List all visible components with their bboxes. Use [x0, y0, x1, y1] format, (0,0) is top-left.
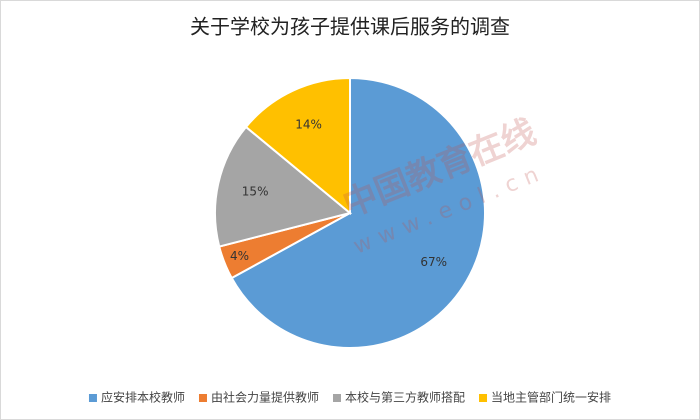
pie-slice	[214, 125, 353, 248]
legend-marker	[479, 394, 488, 402]
pie-slice	[230, 76, 486, 349]
data-label: 67%	[420, 255, 447, 269]
chart-title: 关于学校为孩子提供课后服务的调查	[190, 15, 510, 39]
legend-label: 当地主管部门统一安排	[491, 390, 611, 405]
data-label: 14%	[295, 118, 322, 132]
legend-label: 应安排本校教师	[101, 390, 185, 405]
legend-marker	[198, 394, 207, 402]
data-label: 4%	[230, 249, 249, 263]
legend-marker	[333, 394, 341, 402]
legend-marker	[88, 394, 97, 402]
pie-slice	[244, 76, 351, 216]
data-label: 15%	[242, 184, 269, 198]
pie: 67% 4% 15% 14%	[214, 76, 486, 349]
legend: 应安排本校教师 由社会力量提供教师 本校与第三方教师搭配 当地主管部门统一安排	[88, 390, 611, 405]
legend-label: 本校与第三方教师搭配	[345, 390, 465, 405]
legend-label: 由社会力量提供教师	[211, 390, 319, 405]
